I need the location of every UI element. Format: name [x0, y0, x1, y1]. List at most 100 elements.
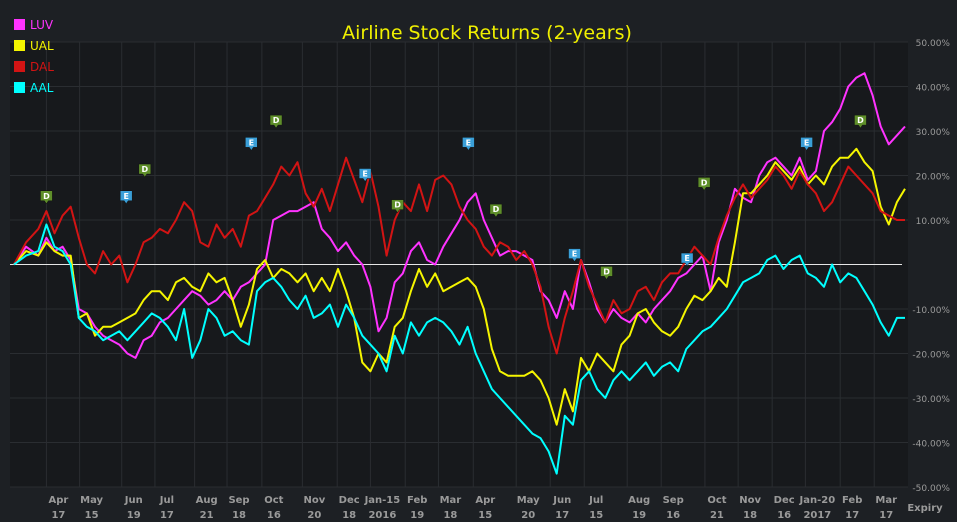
- x-tick-label: Aug: [196, 495, 218, 506]
- legend-item-ual: UAL: [14, 35, 54, 56]
- marker-badge: [600, 266, 613, 280]
- y-tick-label: 20.00%: [916, 173, 951, 183]
- earnings-marker: E: [800, 137, 813, 151]
- x-tick-label: Jul: [159, 495, 174, 506]
- dividend-marker: D: [697, 177, 711, 191]
- x-tick-label: Feb: [842, 495, 862, 506]
- x-tick-label: Apr: [475, 495, 495, 506]
- x-tick-label: Jul: [588, 495, 603, 506]
- x-tick-label: 18: [443, 510, 457, 521]
- y-tick-label: 10.00%: [916, 217, 951, 227]
- y-tick-label: -10.00%: [912, 306, 950, 316]
- dividend-marker: D: [854, 114, 867, 129]
- x-tick-label: 16: [267, 510, 281, 521]
- series-line-luv: [13, 72, 906, 359]
- x-tick-label: 20: [521, 510, 535, 521]
- x-tick-label: 18: [743, 510, 757, 521]
- x-tick-label: 16: [777, 510, 791, 521]
- expiry-label: Expiry: [907, 503, 943, 514]
- legend-swatch: [14, 61, 25, 72]
- marker-letter: E: [804, 138, 809, 147]
- x-tick-label: Mar: [875, 495, 897, 506]
- legend-label: UAL: [30, 38, 54, 53]
- x-tick-label: 2016: [368, 510, 396, 521]
- marker-letter: E: [123, 192, 128, 201]
- x-tick-label: 18: [232, 510, 246, 521]
- marker-badge: [854, 114, 867, 129]
- marker-letter: D: [394, 201, 401, 210]
- x-tick-label: 16: [666, 510, 680, 521]
- marker-letter: D: [701, 178, 708, 187]
- x-tick-label: 17: [879, 510, 893, 521]
- x-tick-label: 15: [478, 510, 492, 521]
- y-tick-label: 50.00%: [916, 39, 951, 49]
- x-tick-label: 17: [51, 510, 65, 521]
- marker-badge: [568, 248, 581, 263]
- legend-item-luv: LUV: [14, 14, 54, 35]
- x-tick-label: 17: [845, 510, 859, 521]
- marker-letter: E: [572, 250, 577, 259]
- x-tick-label: Jun: [124, 495, 143, 506]
- x-tick-label: Sep: [663, 495, 684, 506]
- marker-badge: [138, 163, 152, 178]
- x-tick-label: Dec: [339, 495, 360, 506]
- x-tick-label: 15: [85, 510, 99, 521]
- legend-item-aal: AAL: [14, 77, 54, 98]
- marker-badge: [245, 137, 258, 151]
- x-tick-label: Jan-15: [364, 495, 401, 506]
- y-tick-label: 30.00%: [916, 128, 951, 138]
- earnings-marker: E: [568, 248, 581, 263]
- y-tick-label: -30.00%: [912, 395, 950, 405]
- earnings-marker: E: [462, 137, 475, 151]
- x-tick-label: Nov: [303, 495, 325, 506]
- y-tick-label: 40.00%: [916, 84, 951, 94]
- x-tick-label: Mar: [440, 495, 462, 506]
- marker-badge: [391, 199, 404, 214]
- x-tick-label: 19: [632, 510, 646, 521]
- dividend-marker: D: [269, 114, 283, 129]
- marker-badge: [697, 177, 711, 191]
- series-line-dal: [13, 156, 905, 355]
- x-tick-label: 21: [200, 510, 214, 521]
- x-tick-label: Oct: [707, 495, 726, 506]
- marker-letter: D: [141, 165, 148, 174]
- x-tick-label: 2017: [803, 510, 831, 521]
- dividend-marker: D: [40, 190, 53, 205]
- chart-title: Airline Stock Returns (2-years): [342, 22, 632, 44]
- dividend-marker: D: [600, 266, 613, 280]
- marker-badge: [119, 190, 133, 205]
- dividend-marker: D: [138, 163, 152, 178]
- x-tick-label: 15: [589, 510, 603, 521]
- x-tick-label: 20: [307, 510, 321, 521]
- legend-label: AAL: [30, 80, 54, 95]
- earnings-marker: E: [358, 168, 372, 182]
- series-line-aal: [13, 223, 905, 475]
- y-tick-label: -20.00%: [912, 351, 950, 361]
- x-tick-label: 18: [342, 510, 356, 521]
- legend-item-dal: DAL: [14, 56, 54, 77]
- marker-letter: E: [249, 138, 254, 147]
- marker-letter: E: [362, 170, 367, 179]
- marker-letter: D: [43, 192, 50, 201]
- marker-badge: [358, 168, 372, 182]
- earnings-marker: E: [119, 190, 133, 205]
- marker-badge: [462, 137, 475, 151]
- legend: LUV UAL DAL AAL: [14, 14, 54, 98]
- marker-letter: D: [273, 116, 280, 125]
- x-tick-label: 17: [555, 510, 569, 521]
- marker-letter: D: [857, 116, 864, 125]
- legend-label: LUV: [30, 17, 54, 32]
- x-tick-label: Aug: [628, 495, 650, 506]
- y-tick-label: -40.00%: [912, 440, 950, 450]
- x-tick-label: 21: [710, 510, 724, 521]
- marker-badge: [40, 190, 53, 205]
- x-tick-label: Jan-20: [799, 495, 836, 506]
- x-tick-label: 19: [127, 510, 141, 521]
- earnings-marker: E: [680, 252, 694, 267]
- legend-label: DAL: [30, 59, 54, 74]
- legend-swatch: [14, 40, 25, 51]
- x-tick-label: Oct: [264, 495, 283, 506]
- dividend-marker: D: [391, 199, 404, 214]
